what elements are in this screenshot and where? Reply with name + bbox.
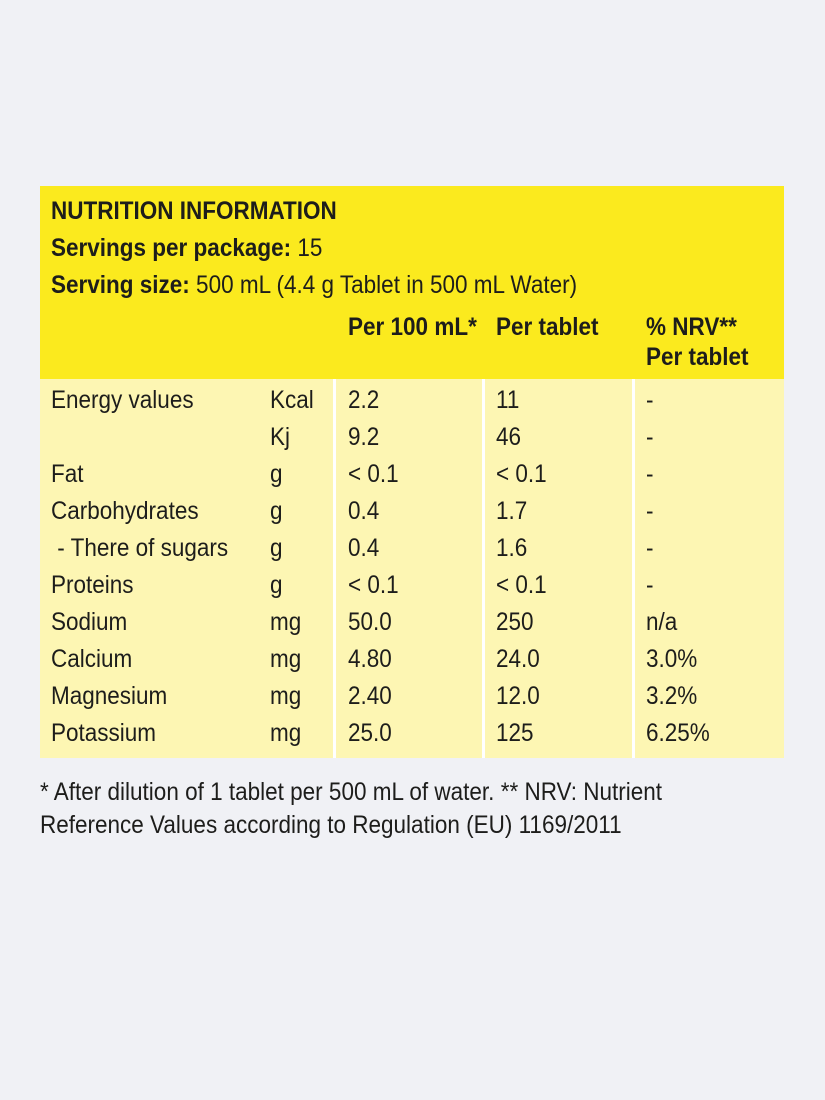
nutrient-name: Potassium — [51, 719, 157, 747]
value-nrv: n/a — [646, 608, 678, 636]
value-per-100ml: 0.4 — [348, 534, 380, 562]
nutrient-unit: g — [270, 571, 283, 599]
value-per-tablet: < 0.1 — [496, 460, 547, 488]
value-per-tablet: < 0.1 — [496, 571, 547, 599]
nutrition-label: NUTRITION INFORMATION Servings per packa… — [40, 186, 784, 758]
value-nrv: 3.0% — [646, 645, 698, 673]
nutrient-unit: Kj — [270, 423, 291, 451]
value-per-100ml: 0.4 — [348, 497, 380, 525]
value-nrv: - — [646, 571, 654, 599]
nutrition-label-header: NUTRITION INFORMATION Servings per packa… — [40, 186, 784, 379]
table-row: Fat g < 0.1 < 0.1 - — [40, 456, 784, 493]
nutrient-unit: mg — [270, 645, 302, 673]
servings-label: Servings per package: — [51, 234, 292, 262]
value-per-tablet: 1.7 — [496, 497, 528, 525]
nutrient-name: Magnesium — [51, 682, 168, 710]
nutrient-name: - There of sugars — [51, 534, 229, 562]
nutrient-name: Proteins — [51, 571, 134, 599]
column-header-per-100ml: Per 100 mL* — [348, 313, 477, 341]
serving-size: Serving size: 500 mL (4.4 g Tablet in 50… — [51, 270, 577, 300]
column-header-nrv: % NRV** Per tablet — [646, 312, 749, 372]
table-row: Proteins g < 0.1 < 0.1 - — [40, 567, 784, 604]
value-nrv: 6.25% — [646, 719, 710, 747]
value-per-100ml: < 0.1 — [348, 460, 399, 488]
nutrient-unit: g — [270, 497, 283, 525]
footnote: * After dilution of 1 tablet per 500 mL … — [40, 776, 751, 842]
nutrient-unit: mg — [270, 608, 302, 636]
nutrient-name: Sodium — [51, 608, 128, 636]
label-title: NUTRITION INFORMATION — [51, 197, 337, 225]
value-per-tablet: 125 — [496, 719, 534, 747]
value-per-tablet: 24.0 — [496, 645, 540, 673]
value-per-tablet: 250 — [496, 608, 534, 636]
nutrient-name: Carbohydrates — [51, 497, 199, 525]
value-nrv: - — [646, 423, 654, 451]
servings-per-package: Servings per package: 15 — [51, 233, 322, 263]
nutrient-unit: g — [270, 534, 283, 562]
nutrient-name: Fat — [51, 460, 84, 488]
value-per-100ml: 9.2 — [348, 423, 380, 451]
column-header-nrv-line2: Per tablet — [646, 343, 749, 371]
serving-size-value: 500 mL (4.4 g Tablet in 500 mL Water) — [189, 271, 578, 299]
value-nrv: - — [646, 460, 654, 488]
table-row: Calcium mg 4.80 24.0 3.0% — [40, 641, 784, 678]
table-row: Magnesium mg 2.40 12.0 3.2% — [40, 678, 784, 715]
value-per-100ml: 2.40 — [348, 682, 392, 710]
nutrient-unit: Kcal — [270, 386, 314, 414]
table-row: Potassium mg 25.0 125 6.25% — [40, 715, 784, 752]
column-header-nrv-line1: % NRV** — [646, 313, 737, 341]
table-row: Carbohydrates g 0.4 1.7 - — [40, 493, 784, 530]
column-header-per-tablet: Per tablet — [496, 313, 599, 341]
table-row: - There of sugars g 0.4 1.6 - — [40, 530, 784, 567]
value-nrv: - — [646, 386, 654, 414]
column-divider — [482, 379, 485, 758]
servings-value: 15 — [291, 234, 323, 262]
value-per-tablet: 1.6 — [496, 534, 528, 562]
nutrient-name: Energy values — [51, 386, 194, 414]
value-per-100ml: 2.2 — [348, 386, 380, 414]
table-row: Sodium mg 50.0 250 n/a — [40, 604, 784, 641]
value-per-100ml: 25.0 — [348, 719, 392, 747]
table-row: Kj 9.2 46 - — [40, 419, 784, 456]
value-per-tablet: 46 — [496, 423, 522, 451]
footnote-line-1: * After dilution of 1 tablet per 500 mL … — [40, 778, 663, 806]
column-divider — [632, 379, 635, 758]
nutrient-unit: mg — [270, 682, 302, 710]
nutrient-unit: mg — [270, 719, 302, 747]
value-per-100ml: 50.0 — [348, 608, 392, 636]
value-per-100ml: < 0.1 — [348, 571, 399, 599]
column-divider — [333, 379, 336, 758]
value-per-100ml: 4.80 — [348, 645, 392, 673]
value-per-tablet: 11 — [496, 386, 520, 414]
nutrient-name: Calcium — [51, 645, 133, 673]
nutrient-unit: g — [270, 460, 283, 488]
value-nrv: - — [646, 534, 654, 562]
value-nrv: 3.2% — [646, 682, 698, 710]
serving-size-label: Serving size: — [51, 271, 190, 299]
footnote-line-2: Reference Values according to Regulation… — [40, 811, 622, 839]
value-nrv: - — [646, 497, 654, 525]
value-per-tablet: 12.0 — [496, 682, 540, 710]
table-row: Energy values Kcal 2.2 11 - — [40, 382, 784, 419]
